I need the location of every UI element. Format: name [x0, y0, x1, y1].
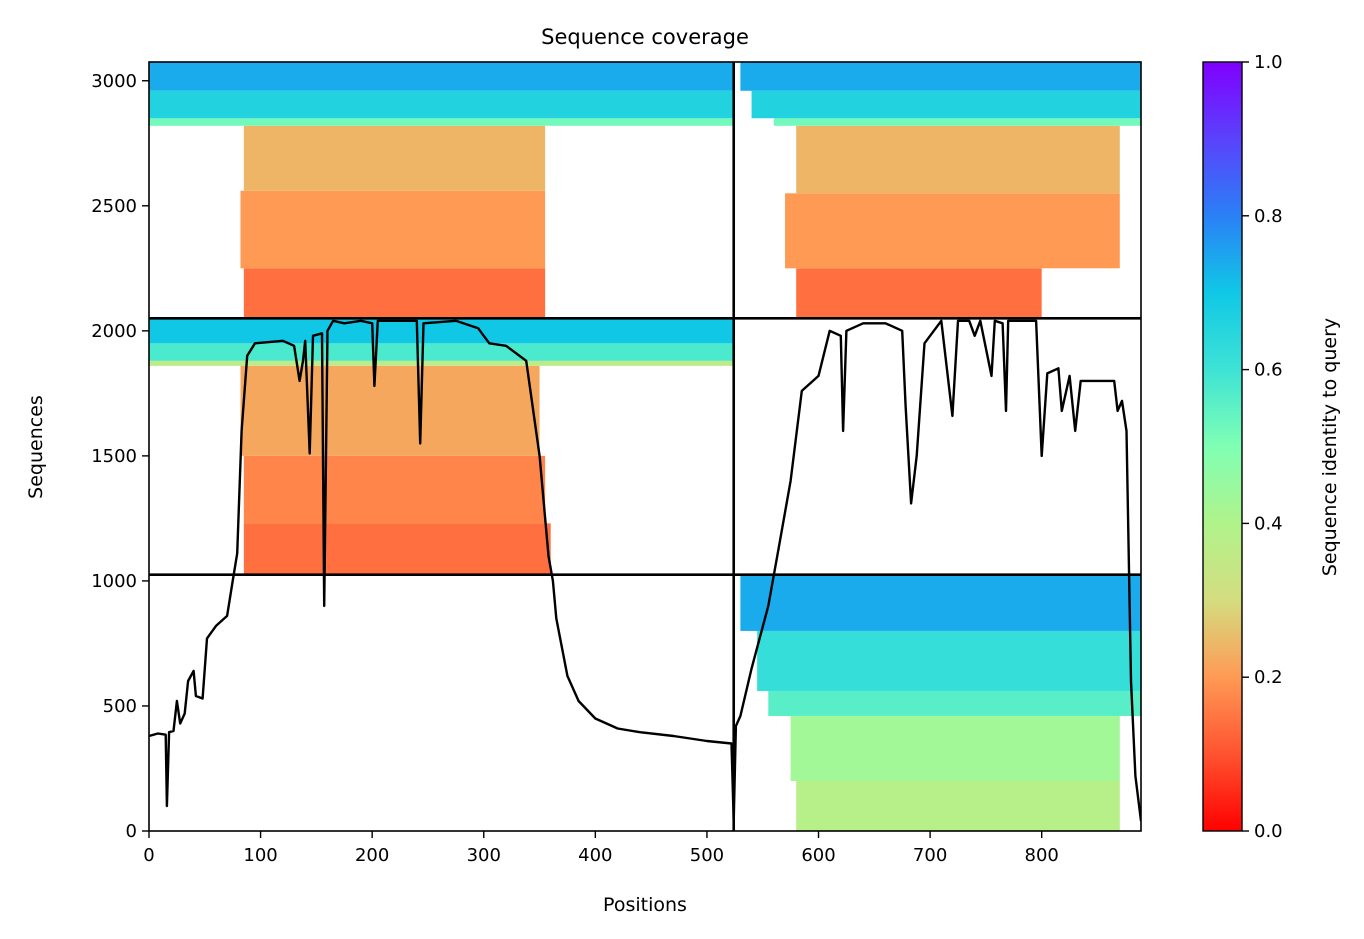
x-tick-label: 500 — [690, 845, 724, 866]
x-tick-label: 800 — [1025, 845, 1059, 866]
x-tick-label: 0 — [143, 845, 154, 866]
heatmap-band — [243, 125, 546, 191]
heatmap-band — [790, 715, 1120, 781]
heatmap-band — [243, 455, 546, 524]
colorbar-tick-label: 0.6 — [1254, 360, 1283, 381]
x-tick-label: 300 — [467, 845, 501, 866]
y-axis: 0 500 1000 1500 2000 2500 3000 — [91, 71, 149, 842]
heatmap-band — [149, 360, 734, 366]
heatmap-band — [149, 62, 734, 91]
y-tick-label: 1000 — [91, 571, 137, 592]
y-axis-label: Sequences — [25, 395, 47, 499]
heatmap-band — [740, 62, 1141, 91]
heatmap-band — [240, 190, 546, 269]
plot-frame — [148, 61, 1142, 832]
heatmap-layer — [149, 62, 1141, 831]
block-separators — [149, 62, 1141, 831]
coverage-line — [149, 319, 1141, 823]
heatmap-band — [757, 630, 1141, 691]
y-tick-label: 0 — [126, 821, 137, 842]
y-tick-label: 500 — [103, 696, 137, 717]
heatmap-band — [243, 523, 551, 575]
colorbar-tick-label: 0.2 — [1254, 667, 1283, 688]
heatmap-band — [240, 365, 540, 456]
x-tick-label: 600 — [801, 845, 835, 866]
chart-title: Sequence coverage — [541, 25, 749, 49]
plot-area — [149, 62, 1141, 831]
x-tick-label: 100 — [243, 845, 277, 866]
x-axis-label: Positions — [603, 894, 687, 916]
y-tick-label: 2000 — [91, 321, 137, 342]
colorbar-gradient — [1202, 61, 1243, 832]
y-tick-label: 3000 — [91, 71, 137, 92]
heatmap-band — [796, 780, 1120, 831]
heatmap-band — [149, 343, 734, 361]
y-tick-label: 1500 — [91, 446, 137, 467]
heatmap-band — [785, 193, 1120, 269]
colorbar-tick-label: 1.0 — [1254, 52, 1283, 73]
heatmap-band — [149, 90, 734, 119]
heatmap-band — [243, 268, 546, 319]
heatmap-band — [796, 268, 1042, 319]
colorbar-tick-label: 0.8 — [1254, 206, 1283, 227]
heatmap-band — [740, 574, 1141, 631]
colorbar-label: Sequence identity to query — [1319, 318, 1341, 576]
heatmap-band — [773, 118, 1141, 126]
x-axis: 0 100 200 300 400 500 600 700 800 — [143, 831, 1059, 866]
x-tick-label: 200 — [355, 845, 389, 866]
y-tick-label: 2500 — [91, 196, 137, 217]
heatmap-band — [796, 125, 1120, 194]
x-tick-label: 700 — [913, 845, 947, 866]
x-tick-label: 400 — [578, 845, 612, 866]
heatmap-band — [751, 90, 1141, 119]
colorbar-tick-label: 0.4 — [1254, 513, 1283, 534]
heatmap-band — [149, 118, 734, 126]
colorbar-ticks: 0.0 0.2 0.4 0.6 0.8 1.0 — [1242, 52, 1283, 842]
heatmap-band — [768, 690, 1141, 716]
colorbar: 0.0 0.2 0.4 0.6 0.8 1.0 Sequence identity to … — [1202, 52, 1341, 842]
colorbar-tick-label: 0.0 — [1254, 821, 1283, 842]
